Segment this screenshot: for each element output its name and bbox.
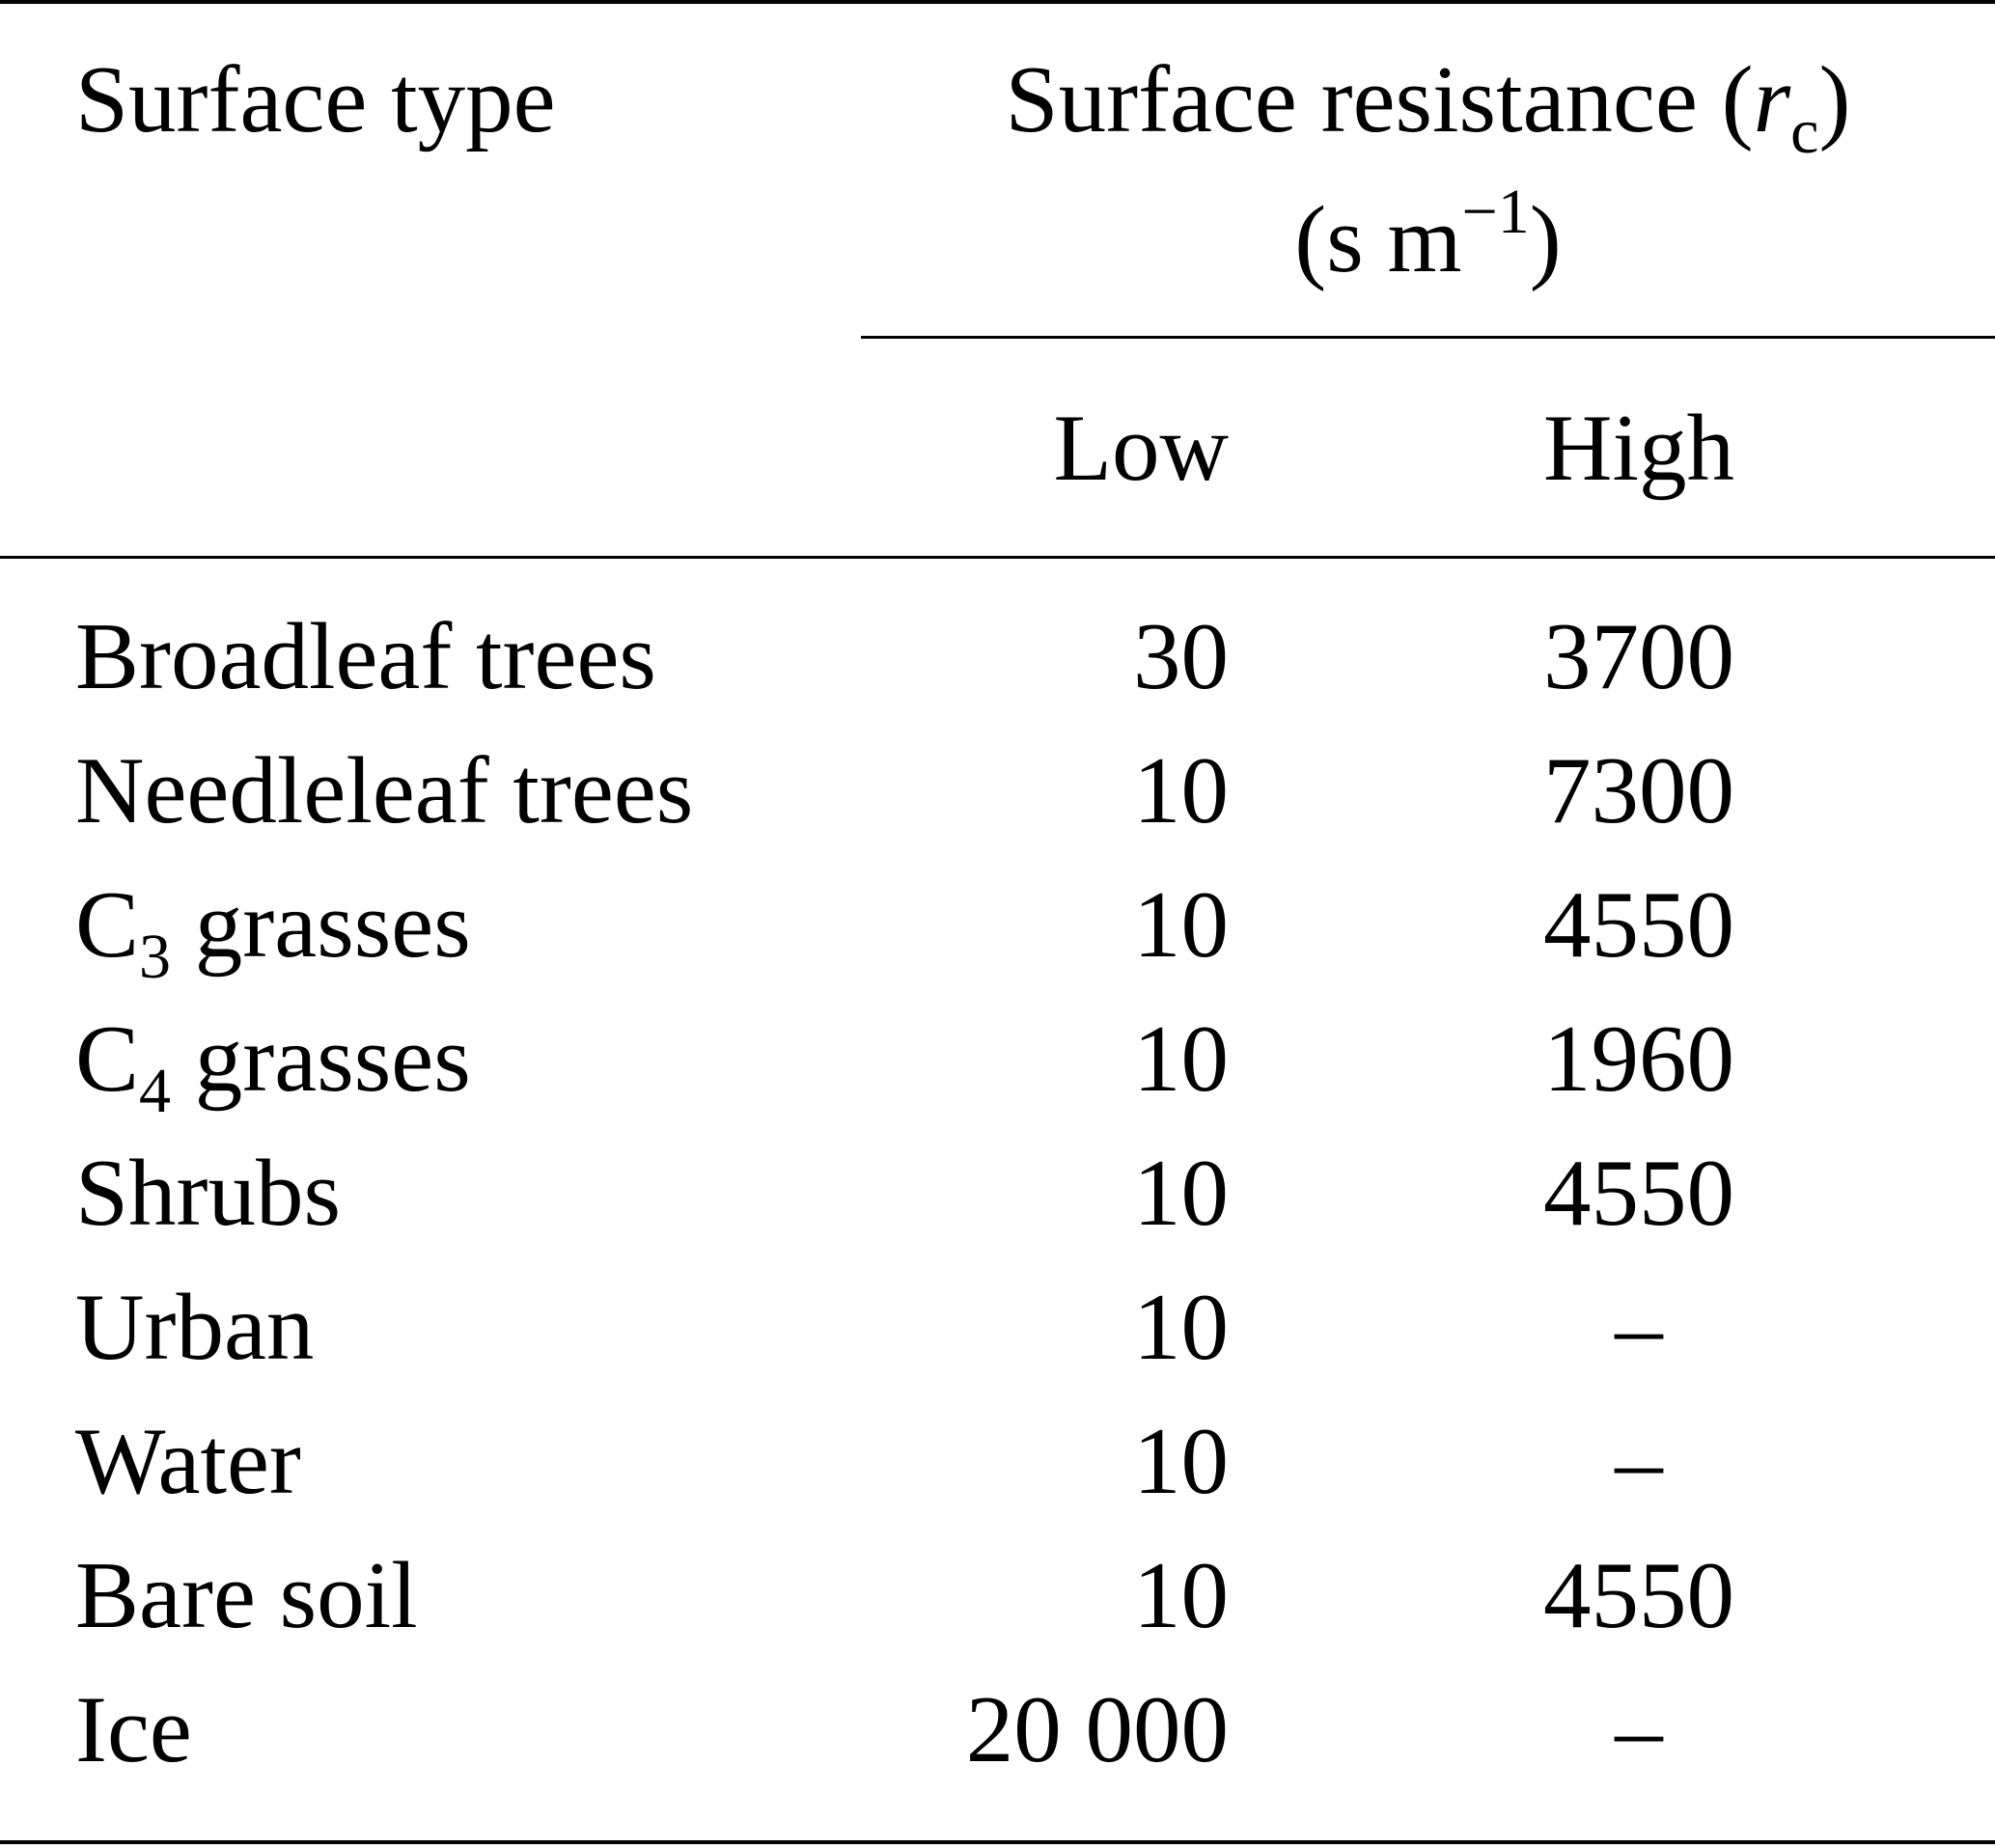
row-high-needleleaf-trees: 7300 <box>1543 738 1734 843</box>
header-resistance-symbol: r <box>1753 47 1791 152</box>
row-low-c4-grasses: 10 <box>1133 1007 1229 1112</box>
header-low: Low <box>1053 396 1229 501</box>
header-surface-resistance: Surface resistance (rc) <box>861 52 1995 164</box>
row-label-c4-subscript: 4 <box>139 1056 172 1126</box>
header-units-open: (s m <box>1294 187 1462 292</box>
header-resistance-close: ) <box>1818 47 1851 152</box>
header-units-close: ) <box>1529 187 1562 292</box>
row-label-bare-soil: Bare soil <box>75 1543 418 1648</box>
row-low-shrubs: 10 <box>1133 1141 1229 1246</box>
row-low-broadleaf-trees: 30 <box>1133 604 1229 709</box>
row-high-shrubs: 4550 <box>1543 1141 1734 1246</box>
row-high-urban: – <box>1615 1275 1663 1380</box>
header-units: (s m−1) <box>861 180 1995 289</box>
header-bottom-rule <box>0 556 1995 559</box>
row-label-c4-grasses: C4 grasses <box>75 1011 471 1123</box>
row-label-c3-suffix: grasses <box>171 872 471 978</box>
row-high-bare-soil: 4550 <box>1543 1543 1734 1648</box>
row-low-needleleaf-trees: 10 <box>1133 738 1229 843</box>
row-low-bare-soil: 10 <box>1133 1543 1229 1648</box>
row-high-water: – <box>1615 1409 1663 1514</box>
row-low-water: 10 <box>1133 1409 1229 1514</box>
header-surface-type: Surface type <box>75 47 556 152</box>
header-group-rule <box>861 336 1995 339</box>
row-label-c3-prefix: C <box>75 872 140 978</box>
row-label-c3-grasses: C3 grasses <box>75 877 471 989</box>
row-label-shrubs: Shrubs <box>75 1141 342 1246</box>
row-low-ice: 20 000 <box>965 1677 1229 1782</box>
row-low-urban: 10 <box>1133 1275 1229 1380</box>
row-label-broadleaf-trees: Broadleaf trees <box>75 604 656 709</box>
row-label-ice: Ice <box>75 1677 192 1782</box>
table-bottom-rule <box>0 1840 1995 1844</box>
row-low-c3-grasses: 10 <box>1133 872 1229 978</box>
row-high-broadleaf-trees: 3700 <box>1543 604 1734 709</box>
row-high-ice: – <box>1615 1677 1663 1782</box>
row-label-needleleaf-trees: Needleleaf trees <box>75 738 694 843</box>
row-label-water: Water <box>75 1409 301 1514</box>
table-top-rule <box>0 0 1995 4</box>
row-high-c4-grasses: 1960 <box>1543 1007 1734 1112</box>
header-units-exponent: −1 <box>1461 177 1530 247</box>
header-resistance-symbol-sub: c <box>1790 97 1819 167</box>
row-high-c3-grasses: 4550 <box>1543 872 1734 978</box>
row-label-urban: Urban <box>75 1275 315 1380</box>
row-label-c4-suffix: grasses <box>171 1007 471 1112</box>
row-label-c3-subscript: 3 <box>139 922 172 992</box>
header-high: High <box>1543 396 1734 501</box>
header-resistance-title: Surface resistance ( <box>1005 47 1754 152</box>
row-label-c4-prefix: C <box>75 1007 140 1112</box>
